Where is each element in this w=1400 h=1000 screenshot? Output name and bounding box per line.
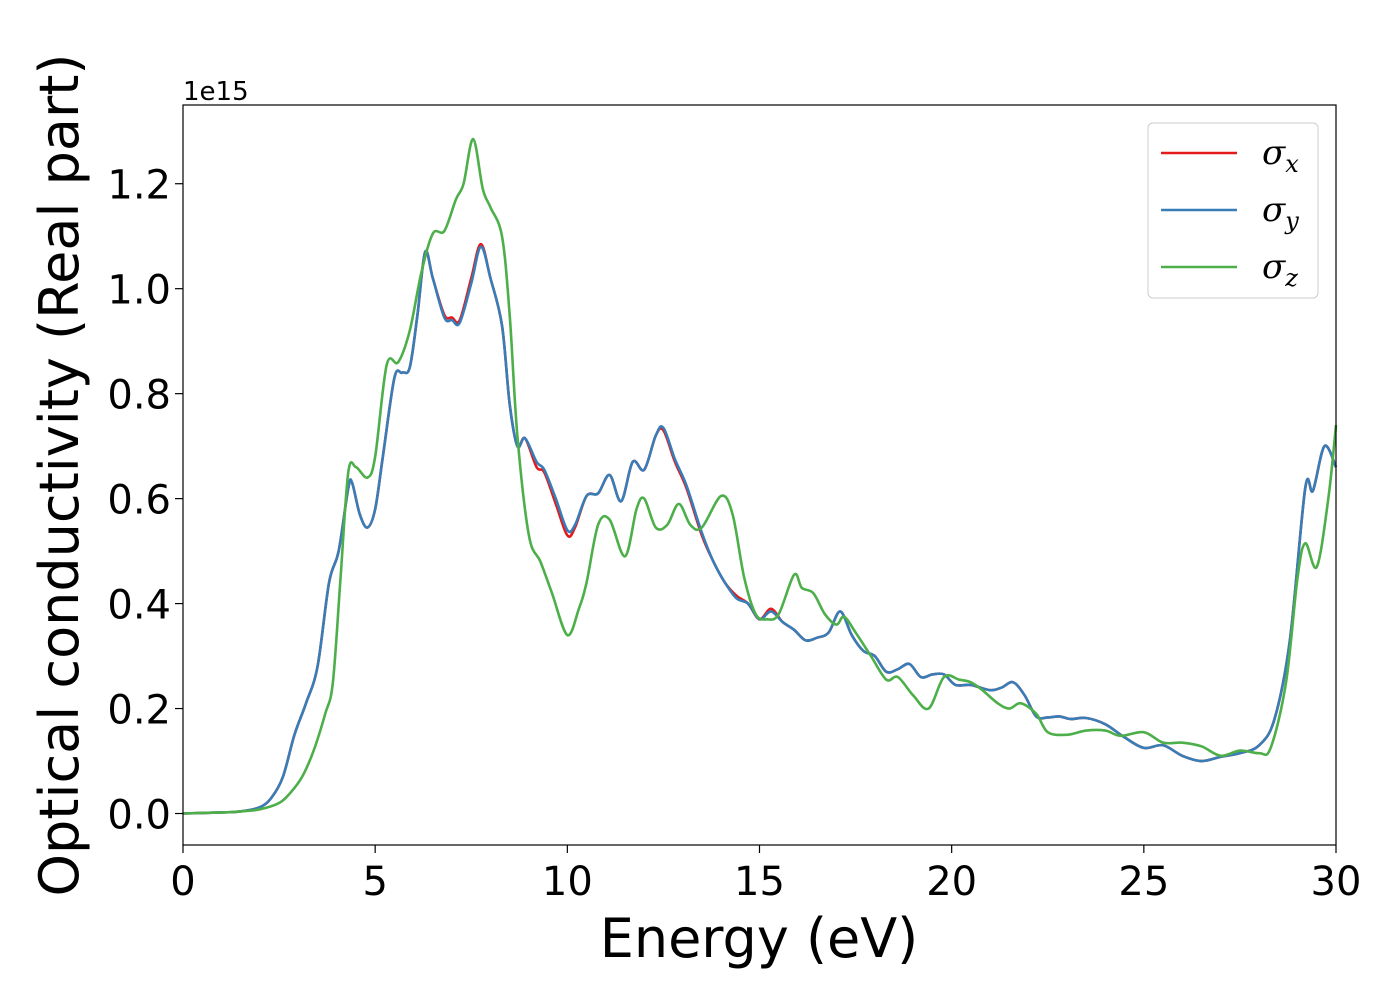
y-tick-label: 0.2 — [107, 688, 171, 734]
y-tick-label: 0.6 — [107, 478, 171, 524]
x-tick-label: 0 — [170, 859, 195, 905]
y-axis-title: Optical conductivity (Real part) — [28, 54, 91, 897]
plot-area — [183, 105, 1336, 845]
series-layer — [182, 137, 1338, 815]
x-tick-label: 5 — [362, 859, 387, 905]
y-tick-label: 1.2 — [107, 163, 171, 209]
y-axis: 0.0 0.2 0.4 0.6 0.8 1.0 1.2 — [107, 163, 183, 839]
series-line-z — [182, 137, 1338, 815]
y-tick-label: 0.4 — [107, 583, 171, 629]
y-offset-label: 1e15 — [183, 77, 249, 107]
y-tick-label: 0.0 — [107, 793, 171, 839]
x-axis: 0 5 10 15 20 25 30 — [170, 845, 1361, 905]
y-tick-label: 1.0 — [107, 268, 171, 314]
x-tick-label: 15 — [734, 859, 785, 905]
x-tick-label: 30 — [1311, 859, 1362, 905]
x-tick-label: 25 — [1118, 859, 1169, 905]
x-tick-label: 20 — [926, 859, 977, 905]
y-tick-label: 0.8 — [107, 373, 171, 419]
x-axis-title: Energy (eV) — [600, 907, 919, 970]
series-line-y — [182, 245, 1338, 815]
x-tick-label: 10 — [542, 859, 593, 905]
